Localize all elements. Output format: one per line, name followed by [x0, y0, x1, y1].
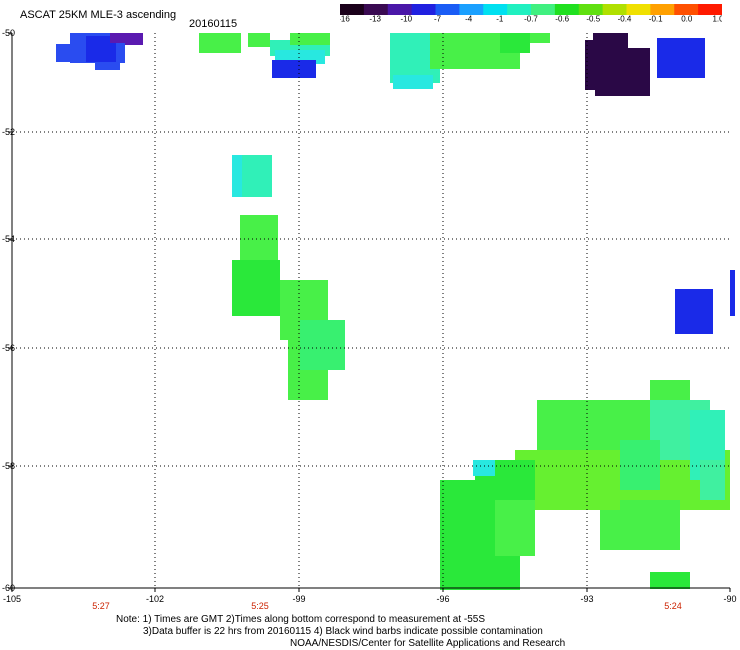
y-tick-label: -52 [2, 127, 15, 137]
data-cell [290, 33, 330, 45]
data-cell [595, 48, 650, 96]
colorbar-swatch [363, 4, 389, 15]
colorbar-swatch [435, 4, 460, 15]
colorbar-label: -4 [465, 15, 473, 23]
data-cell [473, 460, 495, 476]
data-cell [620, 440, 660, 490]
data-cell [650, 572, 690, 589]
colorbar-swatch [387, 4, 413, 15]
gridlines [12, 33, 730, 588]
data-cell [95, 62, 120, 70]
data-cell [199, 33, 241, 53]
data-cell [232, 260, 280, 316]
tick-labels: -105 -102 -99 -96 -93 -90 -50 -52 -54 -56 -58 -60 [2, 28, 737, 604]
colorbar-label: -10 [401, 15, 413, 23]
colorbar-swatch [459, 4, 484, 15]
colorbar-label: -0.5 [586, 15, 600, 23]
time-label: 5:24 [664, 601, 682, 611]
data-cell [240, 215, 278, 265]
x-tick-label: -105 [3, 594, 21, 604]
data-cell [650, 380, 690, 400]
data-cell [393, 75, 433, 89]
colorbar: -16 -13 -10 -7 -4 -1 -0.7 -0.6 -0.5 -0.4 -0.1 0.0 1.… [340, 4, 722, 22]
data-cell [56, 44, 76, 62]
time-label: 5:27 [92, 601, 110, 611]
colorbar-swatch [650, 4, 675, 15]
note-line-3: NOAA/NESDIS/Center for Satellite Applica… [290, 638, 566, 649]
colorbar-label: -13 [369, 15, 381, 23]
y-tick-label: -58 [2, 461, 15, 471]
x-tick-label: -96 [436, 594, 449, 604]
note-line-2: 3)Data buffer is 22 hrs from 20160115 4)… [143, 626, 543, 637]
colorbar-swatch [602, 4, 628, 15]
data-cell [110, 33, 130, 43]
note-line-1: Note: 1) Times are GMT 2)Times along bot… [116, 614, 486, 625]
data-cell [495, 500, 535, 556]
colorbar-label: -0.4 [618, 15, 632, 23]
colorbar-label: -0.7 [524, 15, 538, 23]
plot-frame [8, 32, 731, 592]
y-tick-label: -50 [2, 28, 15, 38]
colorbar-swatch [554, 4, 580, 15]
data-cell [125, 33, 143, 45]
colorbar-swatch [531, 4, 556, 15]
data-cell [530, 33, 550, 43]
colorbar-swatch [578, 4, 604, 15]
y-tick-label: -60 [2, 583, 15, 593]
x-tick-label: -90 [723, 594, 736, 604]
colorbar-swatch [340, 4, 365, 15]
colorbar-swatch [483, 4, 508, 15]
colorbar-label: 0.0 [681, 15, 693, 23]
colorbar-swatch [507, 4, 532, 15]
data-cell [500, 33, 530, 53]
x-tick-label: -99 [292, 594, 305, 604]
x-tick-label: -93 [580, 594, 593, 604]
x-tick-label: -102 [146, 594, 164, 604]
map-title: ASCAT 25KM MLE-3 ascending [20, 9, 177, 21]
data-cell [593, 33, 628, 51]
time-labels: 5:27 5:25 5:24 [92, 601, 682, 611]
y-tick-label: -54 [2, 234, 15, 244]
colorbar-label: -16 [340, 15, 350, 23]
colorbar-label: -7 [434, 15, 442, 23]
data-cell [300, 320, 345, 370]
colorbar-label: 1.0 [712, 15, 722, 23]
data-cell [657, 38, 705, 78]
colorbar-label: -0.1 [649, 15, 663, 23]
map-date: 20160115 [189, 18, 238, 30]
colorbar-swatch [674, 4, 699, 15]
colorbar-label: -0.6 [555, 15, 569, 23]
data-cell [700, 460, 725, 500]
data-cell [232, 155, 242, 197]
colorbar-swatch [411, 4, 437, 15]
y-tick-label: -56 [2, 343, 15, 353]
data-cell [272, 60, 316, 78]
colorbar-label: -1 [496, 15, 504, 23]
data-cell [248, 33, 270, 47]
data-cell [730, 270, 735, 316]
data-cell [560, 470, 620, 510]
colorbar-swatch [626, 4, 651, 15]
data-cells [56, 33, 735, 590]
time-label: 5:25 [251, 601, 269, 611]
colorbar-swatch [698, 4, 722, 15]
data-cell [675, 289, 713, 334]
